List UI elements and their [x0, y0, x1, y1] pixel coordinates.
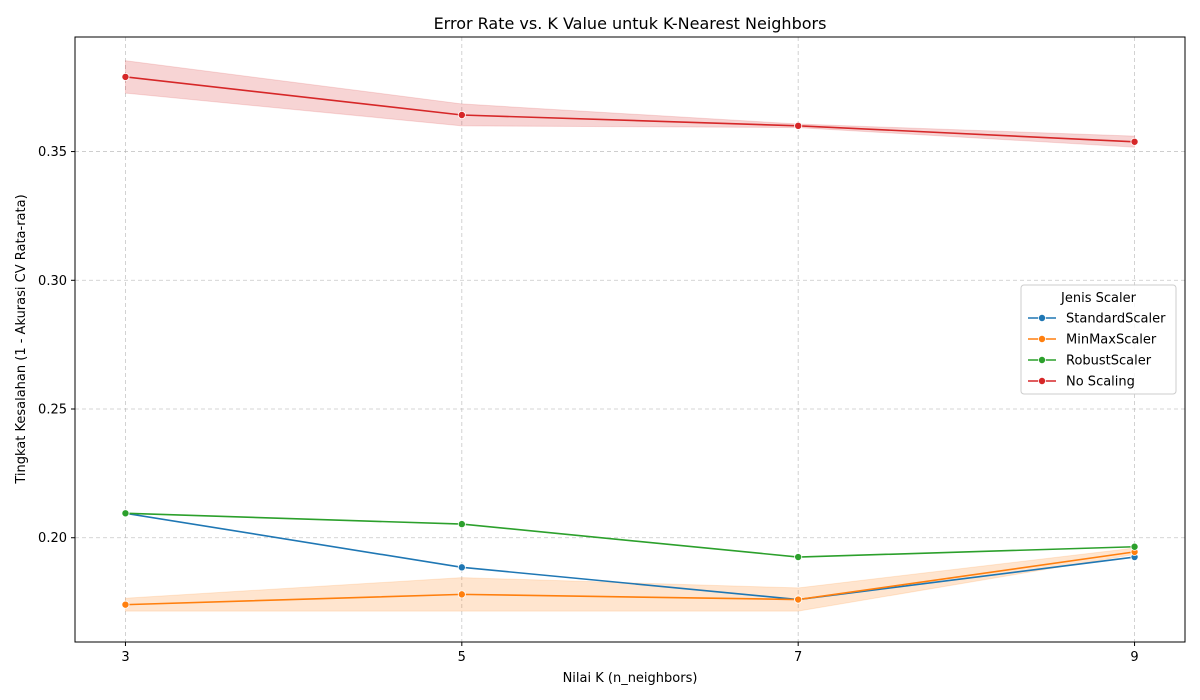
x-tick-label: 5: [458, 650, 466, 665]
legend-marker-swatch: [1038, 334, 1047, 343]
y-tick-label: 0.30: [38, 274, 67, 289]
data-point: [457, 563, 466, 572]
series-line: [125, 76, 1135, 143]
confidence-band: [124, 60, 1136, 148]
series-lines: [125, 76, 1135, 606]
legend-entry-label: StandardScaler: [1066, 312, 1166, 327]
data-point: [121, 600, 130, 609]
x-axis-label: Nilai K (n_neighbors): [563, 671, 698, 686]
legend: Jenis Scaler StandardScaler MinMaxScaler Ro…: [1020, 284, 1177, 395]
chart-title: Error Rate vs. K Value untuk K-Nearest N…: [434, 14, 827, 33]
legend-entry-label: RobustScaler: [1066, 354, 1152, 369]
data-points: [121, 72, 1139, 609]
y-tick-label: 0.20: [38, 531, 67, 546]
legend-title: Jenis Scaler: [1060, 291, 1137, 306]
data-point: [457, 111, 466, 120]
y-axis-label: Tingkat Kesalahan (1 - Akurasi CV Rata-r…: [14, 194, 29, 484]
legend-marker-swatch: [1038, 376, 1047, 385]
data-point: [1130, 137, 1139, 146]
x-tick-label: 7: [794, 650, 802, 665]
y-tick-label: 0.35: [38, 145, 67, 160]
data-point: [794, 595, 803, 604]
series-line: [125, 512, 1135, 601]
legend-entry-label: No Scaling: [1066, 375, 1135, 390]
x-tick-label: 3: [121, 650, 129, 665]
legend-marker-swatch: [1038, 313, 1047, 322]
series-line: [125, 512, 1135, 558]
data-point: [121, 72, 130, 81]
legend-entry-label: MinMaxScaler: [1066, 333, 1157, 348]
data-point: [794, 121, 803, 130]
data-point: [121, 509, 130, 518]
legend-marker-swatch: [1038, 355, 1047, 364]
data-point: [1130, 542, 1139, 551]
data-point: [794, 553, 803, 562]
legend-box: [1020, 284, 1177, 395]
data-point: [457, 520, 466, 529]
y-tick-label: 0.25: [38, 403, 67, 418]
data-point: [457, 590, 466, 599]
series-line: [125, 551, 1135, 606]
x-tick-label: 9: [1130, 650, 1138, 665]
plot-frame: [74, 36, 1186, 643]
axes: 3 5 7 9 0.20 0.25 0.30 0.35: [38, 36, 1186, 665]
